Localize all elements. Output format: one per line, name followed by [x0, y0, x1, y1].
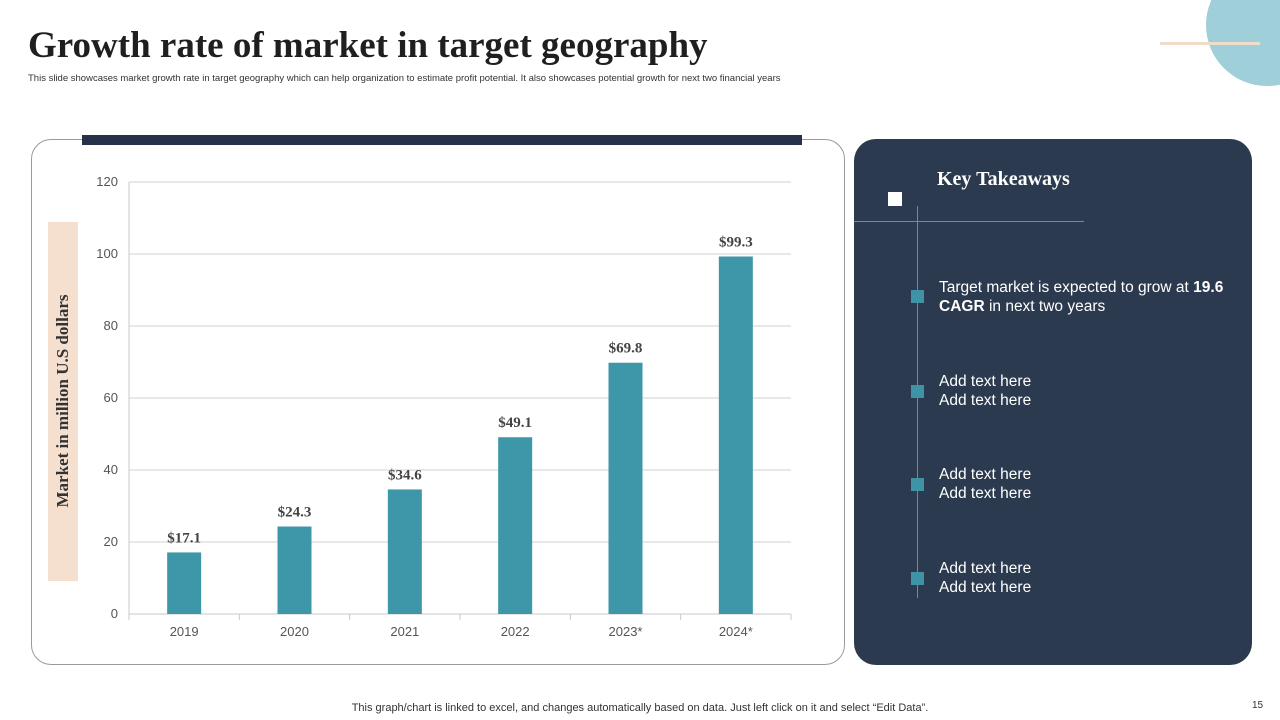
y-tick-label: 40 — [104, 462, 118, 477]
page-title: Growth rate of market in target geograph… — [28, 25, 708, 66]
data-label: $69.8 — [609, 341, 643, 357]
x-tick-label: 2020 — [280, 624, 309, 639]
takeaway-line: Add text here — [939, 579, 1032, 596]
takeaway-text: Target market is expected to grow at — [939, 279, 1194, 296]
bar — [277, 526, 312, 614]
y-tick-label: 120 — [96, 174, 118, 189]
takeaway-text: in next two years — [984, 298, 1106, 315]
takeaway-line: Add text here — [939, 560, 1032, 577]
data-label: $24.3 — [278, 505, 312, 521]
takeaway-line: Add text here — [939, 485, 1032, 502]
takeaway-item-4[interactable]: Add text here Add text here — [939, 559, 1229, 597]
bar — [498, 437, 533, 614]
takeaway-item-3[interactable]: Add text here Add text here — [939, 465, 1229, 503]
takeaway-line: Add text here — [939, 466, 1032, 483]
page-subtitle: This slide showcases market growth rate … — [28, 73, 781, 84]
key-takeaways-title: Key Takeaways — [937, 168, 1070, 190]
chart-header-bar — [82, 135, 802, 145]
takeaway-highlight: 19.6 CAGR — [939, 279, 1224, 315]
y-axis-label-band — [48, 222, 78, 581]
x-tick-label: 2023* — [609, 624, 643, 639]
y-tick-label: 100 — [96, 246, 118, 261]
takeaway-item-2[interactable]: Add text here Add text here — [939, 372, 1229, 410]
data-label: $99.3 — [719, 235, 753, 251]
bar — [167, 552, 202, 614]
data-label: $49.1 — [498, 415, 532, 431]
y-tick-label: 60 — [104, 390, 118, 405]
x-tick-label: 2024* — [719, 624, 753, 639]
square-bullet-icon — [888, 192, 902, 206]
bar — [387, 489, 422, 614]
timeline-line — [917, 206, 918, 598]
page-number: 15 — [1252, 700, 1264, 711]
x-tick-label: 2019 — [170, 624, 199, 639]
takeaway-item-1[interactable]: Target market is expected to grow at 19.… — [939, 278, 1229, 316]
decorative-line — [1160, 42, 1260, 45]
y-tick-label: 80 — [104, 318, 118, 333]
y-tick-label: 0 — [111, 606, 118, 621]
x-tick-label: 2021 — [390, 624, 419, 639]
title-divider — [854, 221, 1084, 222]
bar — [608, 362, 643, 614]
data-label: $34.6 — [388, 467, 422, 483]
takeaway-marker-icon — [911, 478, 924, 491]
takeaway-line: Add text here — [939, 392, 1032, 409]
takeaway-marker-icon — [911, 290, 924, 303]
y-tick-label: 20 — [104, 534, 118, 549]
footer-note: This graph/chart is linked to excel, and… — [351, 702, 929, 714]
data-label: $17.1 — [167, 530, 201, 546]
chart-container[interactable] — [31, 139, 845, 665]
takeaway-marker-icon — [911, 572, 924, 585]
takeaway-line: Add text here — [939, 373, 1032, 390]
bar — [718, 256, 753, 614]
takeaway-marker-icon — [911, 385, 924, 398]
x-tick-label: 2022 — [501, 624, 530, 639]
